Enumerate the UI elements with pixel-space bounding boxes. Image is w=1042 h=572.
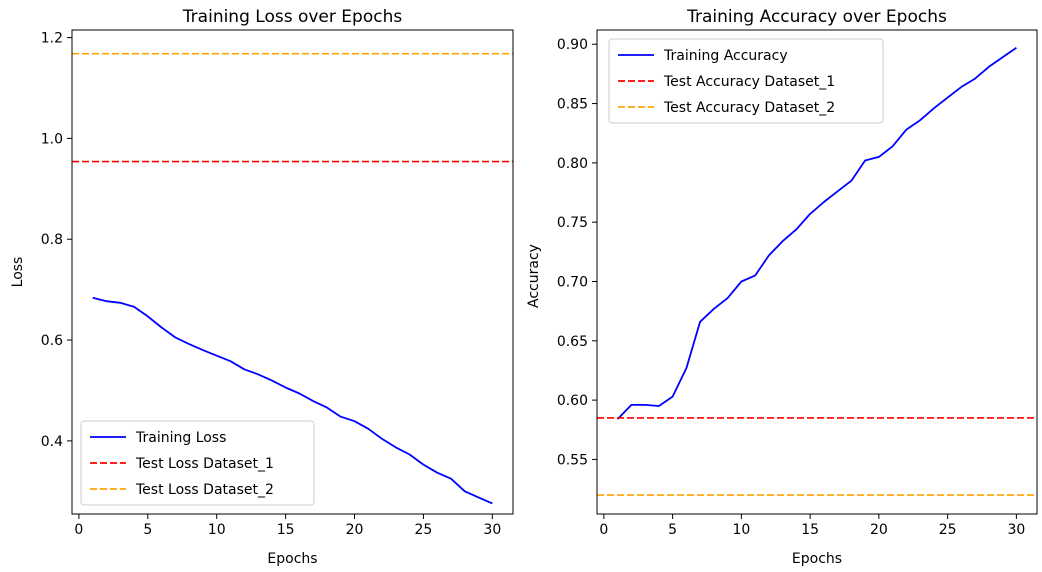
accuracy-y-tick-label: 0.70 (557, 274, 588, 290)
accuracy-legend-entry: Training Accuracy (663, 48, 788, 64)
loss-y-axis-label: Loss (10, 257, 26, 288)
loss-x-tick-label: 10 (208, 522, 226, 538)
training-loss-line (92, 296, 493, 505)
loss-legend-box (80, 420, 315, 506)
accuracy-y-tick-label: 0.60 (557, 393, 588, 409)
loss-legend-entry: Test Loss Dataset_1 (135, 456, 274, 472)
accuracy-y-tick-label: 0.75 (557, 215, 588, 231)
accuracy-legend: Training Accuracy Test Accuracy Dataset_1… (608, 38, 884, 124)
accuracy-marks (597, 47, 1037, 496)
accuracy-y-tick-label: 0.85 (557, 97, 588, 113)
accuracy-x-tick-label: 15 (801, 522, 819, 538)
accuracy-x-axis-label: Epochs (792, 551, 842, 567)
loss-legend: Training Loss Test Loss Dataset_1 Test Los… (80, 420, 315, 506)
loss-y-tick-label: 0.6 (41, 333, 63, 349)
loss-x-tick-label: 20 (346, 522, 364, 538)
loss-legend-entry: Test Loss Dataset_2 (135, 482, 274, 498)
accuracy-legend-entry: Test Accuracy Dataset_1 (663, 74, 835, 90)
accuracy-y-tick-label: 0.80 (557, 156, 588, 172)
accuracy-x-tick-label: 20 (870, 522, 888, 538)
accuracy-plot-frame (596, 29, 1038, 515)
loss-legend-entry: Training Loss (135, 430, 226, 446)
loss-plot-frame (71, 29, 514, 515)
accuracy-y-tick-label: 0.90 (557, 37, 588, 53)
accuracy-x-tick-label: 25 (939, 522, 957, 538)
accuracy-x-tick-label: 10 (732, 522, 750, 538)
accuracy-legend-box (608, 38, 884, 124)
accuracy-x-tick-label: 30 (1007, 522, 1025, 538)
training-accuracy-line (616, 47, 1017, 420)
accuracy-chart: Training Accuracy over Epochs Epochs Acc… (526, 7, 1038, 567)
loss-y-tick-label: 0.8 (41, 232, 63, 248)
accuracy-y-tick-label: 0.65 (557, 334, 588, 350)
loss-marks (72, 52, 513, 505)
loss-x-tick-label: 30 (483, 522, 501, 538)
accuracy-y-axis-label: Accuracy (526, 244, 542, 308)
accuracy-x-tick-label: 0 (599, 522, 608, 538)
loss-x-tick-label: 5 (143, 522, 152, 538)
loss-y-tick-label: 0.4 (41, 434, 63, 450)
loss-y-tick-label: 1.0 (41, 131, 63, 147)
accuracy-legend-entry: Test Accuracy Dataset_2 (663, 100, 835, 116)
loss-chart-title: Training Loss over Epochs (182, 7, 403, 27)
loss-x-tick-label: 15 (277, 522, 295, 538)
loss-x-tick-label: 0 (74, 522, 83, 538)
accuracy-chart-title: Training Accuracy over Epochs (686, 7, 947, 27)
loss-chart: Training Loss over Epochs Epochs Loss Tr… (10, 7, 514, 567)
accuracy-x-tick-label: 5 (668, 522, 677, 538)
accuracy-y-tick-label: 0.55 (557, 452, 588, 468)
loss-x-axis-label: Epochs (267, 551, 317, 567)
loss-x-tick-label: 25 (415, 522, 433, 538)
loss-y-tick-label: 1.2 (41, 31, 63, 47)
